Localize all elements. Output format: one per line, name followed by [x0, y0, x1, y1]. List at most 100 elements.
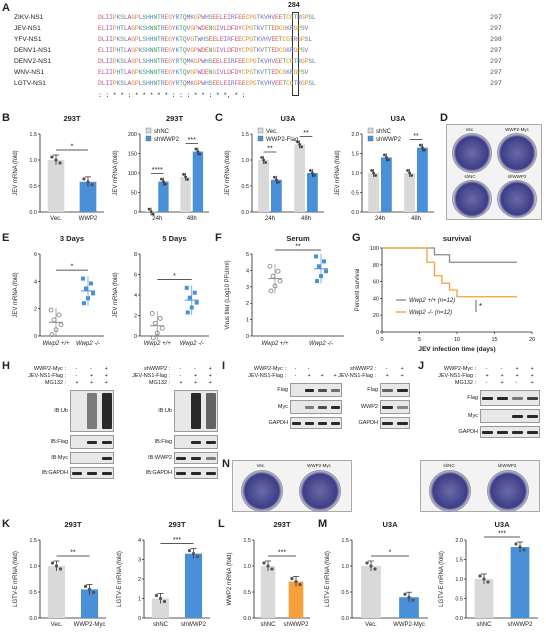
sequence-end-number: 297 [490, 47, 502, 54]
x-tick-label: 24h [375, 216, 385, 222]
data-point [277, 180, 280, 184]
bar [474, 579, 494, 618]
chart-c2: U3A 0.0 0.5 1.0 1.5 2.0 JEV mRNA (fold) 24h 48h *… [335, 114, 434, 222]
bar [151, 598, 170, 618]
blot-band [304, 388, 315, 392]
data-point [262, 158, 265, 162]
bar [361, 566, 381, 618]
significance-label: ** [267, 146, 273, 153]
plate-label-shwwp2: shWWP2 [507, 174, 527, 179]
data-point [370, 169, 373, 172]
blot-band [205, 471, 216, 475]
data-point [262, 561, 266, 565]
blot-band-label: IB:WWP2 [148, 455, 172, 461]
data-point [275, 178, 278, 182]
bar [307, 173, 318, 212]
blot-condition-label: WWP2-Myc : [443, 366, 476, 372]
legend-label: shWWP2 [154, 137, 180, 143]
data-point [152, 320, 158, 326]
plaque-well [452, 133, 492, 173]
sequence-string: ELIIPHTLAGPKSHNNTREGYKTQVGPWDENGIVLDFDYC… [98, 25, 309, 32]
data-point [191, 552, 196, 556]
blot-lane-mark: + [104, 380, 108, 386]
chart-title: 5 Days [162, 234, 186, 243]
bar [47, 566, 66, 618]
blot-lane-mark: + [485, 373, 489, 379]
panel-letter-b: B [2, 112, 10, 124]
plaque-well [241, 470, 283, 512]
blot-lane-mark: + [400, 366, 404, 372]
blot-band [330, 405, 341, 409]
y-tick-label: 1.0 [455, 577, 463, 583]
data-point [275, 268, 281, 274]
blot-membrane [290, 400, 342, 414]
panel-letter-h: H [2, 360, 10, 372]
conservation-string: : : * * : * * * * * : : : * * : * *, * : [98, 92, 246, 99]
y-axis-label: LGTV-E mRNA (fold) [13, 551, 19, 607]
bar [288, 581, 304, 618]
blot-band-label: GAPDH [358, 420, 378, 426]
data-point [89, 281, 93, 286]
panel-letter-m: M [318, 518, 328, 530]
panel-letter-g: G [352, 232, 361, 244]
chart-title: Serum [286, 234, 310, 243]
blot-band-label: GAPDH [268, 420, 288, 426]
x-tick-label: Vec. [365, 622, 377, 628]
blot-band [330, 421, 341, 425]
data-point [154, 593, 159, 598]
blot-band-label: WWP2 [360, 404, 378, 410]
bar [260, 566, 276, 618]
data-point [373, 567, 377, 571]
y-tick-label: 0.0 [29, 616, 37, 622]
bar [417, 147, 428, 212]
significance-label: * [173, 273, 176, 280]
blot-lane-mark: + [500, 373, 504, 379]
blot-band [330, 388, 341, 392]
data-point [300, 145, 303, 149]
y-tick-label: 40 [373, 296, 379, 302]
data-point [90, 183, 94, 187]
data-point [260, 156, 263, 159]
data-point [315, 279, 319, 284]
blot-lane-mark: - [75, 366, 78, 372]
legend-label: WWP2-Flag [266, 137, 298, 143]
blot-band [527, 414, 538, 418]
blot-band [101, 393, 112, 429]
y-tick-label: 2 [246, 301, 249, 307]
data-point [82, 301, 86, 306]
panel-letter-d: D [440, 112, 448, 124]
blot-lane-mark: + [400, 373, 404, 379]
blot-band [101, 440, 112, 444]
plaque-well [497, 133, 537, 173]
y-tick-label: 80 [373, 263, 379, 269]
blot-lane-mark: + [307, 373, 311, 379]
chart-title: 293T [63, 114, 81, 123]
data-point [290, 577, 294, 581]
data-point [410, 174, 413, 177]
x-tick-label: shWWP2 [283, 622, 309, 628]
data-point [298, 583, 302, 587]
data-point [158, 596, 163, 601]
plaque-well [299, 470, 341, 512]
blot-band-label: Myc [277, 404, 288, 410]
blot-band [205, 456, 216, 460]
y-tick-label: 0 [376, 330, 379, 336]
y-tick-label: 1.5 [29, 132, 37, 138]
blot-band-label: IB:Ub [158, 408, 172, 414]
blot-band [482, 430, 493, 434]
blot-band [317, 421, 328, 425]
blot-band [291, 421, 302, 425]
y-tick-label: 3 [138, 558, 141, 564]
data-point [91, 291, 95, 296]
data-point [58, 567, 63, 571]
blot-lane-mark: + [515, 373, 519, 379]
data-point [84, 286, 88, 291]
x-tick-label: 5 [418, 337, 421, 343]
sequence-end-number: 297 [490, 69, 502, 76]
sequence-name: DENV1-NS1 [14, 47, 52, 54]
y-tick-label: 0.5 [29, 590, 37, 596]
blot-lane-mark: - [515, 380, 518, 386]
blot-membrane [70, 452, 114, 464]
x-tick-label: shWWP2 [181, 622, 207, 628]
blot-lane-mark: - [75, 373, 78, 379]
